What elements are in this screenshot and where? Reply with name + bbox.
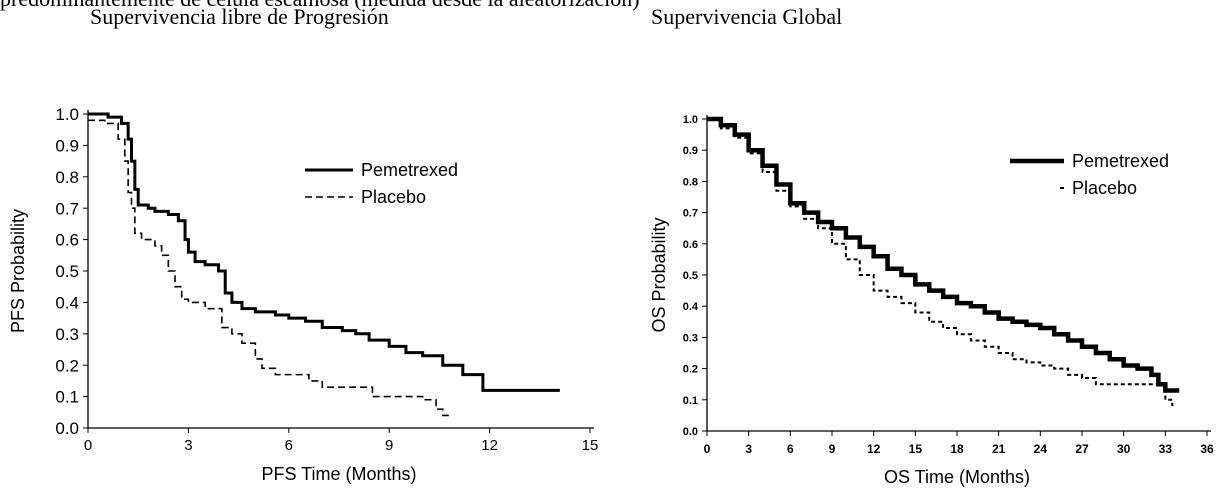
pfs-y-tick-label: 0.1 (55, 388, 79, 407)
pfs-x-tick-label: 12 (481, 437, 498, 454)
pfs-y-tick-label: 0.5 (55, 262, 79, 281)
os-panel-title: Supervivencia Global (651, 4, 843, 29)
pfs-y-tick-label: 0.9 (55, 137, 79, 156)
pfs-y-tick-label: 0.6 (55, 231, 79, 250)
pfs-y-tick-label: 0.2 (55, 356, 79, 375)
pfs-x-axis-label: PFS Time (Months) (261, 464, 416, 484)
pfs-panel-title: Supervivencia libre de Progresión (90, 4, 389, 29)
pfs-y-tick-label: 0.0 (55, 419, 79, 438)
pfs-legend-label-placebo: Placebo (361, 187, 426, 207)
pfs-y-tick-label: 0.8 (55, 168, 79, 187)
cut-off-header-line: predominantemente de célula escamosa (me… (0, 0, 1217, 12)
pfs-x-tick-label: 6 (285, 437, 293, 454)
pfs-series-placebo-line (88, 119, 450, 417)
pfs-y-tick-label: 0.3 (55, 325, 79, 344)
pfs-x-tick-label: 3 (184, 437, 192, 454)
pfs-x-tick-label: 0 (84, 437, 92, 454)
pfs-y-tick-label: 1.0 (55, 105, 79, 124)
pfs-y-tick-label: 0.4 (55, 294, 79, 313)
pfs-x-tick-label: 9 (385, 437, 393, 454)
pfs-y-axis-label: PFS Probability (8, 209, 28, 333)
pfs-y-tick-label: 0.7 (55, 199, 79, 218)
pfs-series-pemetrexed-line (88, 112, 560, 392)
pfs-legend-label-pemetrexed: Pemetrexed (361, 160, 458, 180)
pfs-x-tick-label: 15 (582, 437, 599, 454)
